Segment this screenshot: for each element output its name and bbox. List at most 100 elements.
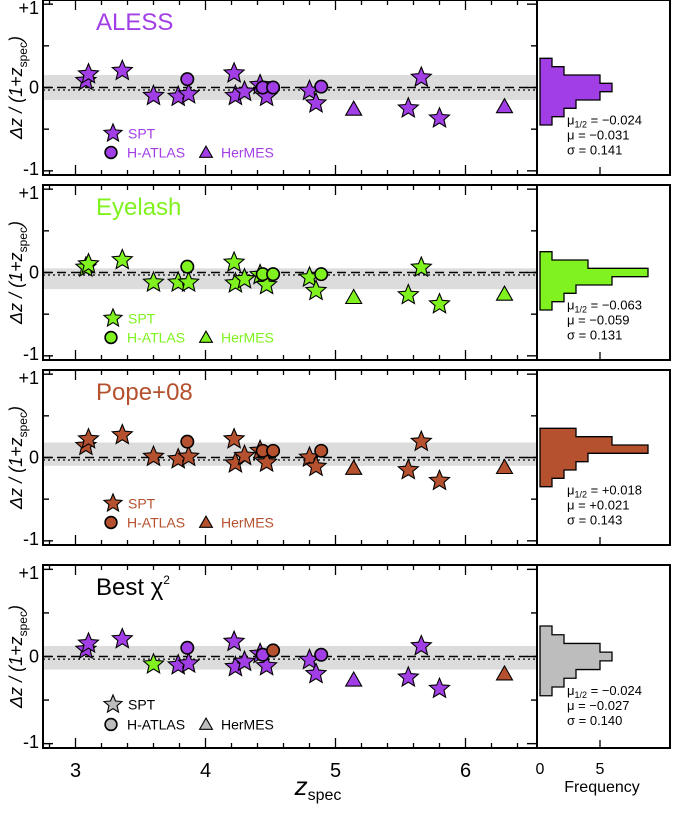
legend-hatlas-marker <box>104 717 118 732</box>
x-tick-label: 4 <box>200 760 211 782</box>
spt-point <box>142 83 165 106</box>
y-tick-label: +1 <box>18 368 39 388</box>
hermes-point <box>344 100 363 116</box>
legend-hatlas-marker <box>104 515 118 530</box>
legend-hatlas-label: H-ATLAS <box>127 716 185 732</box>
y-tick-label: 0 <box>29 263 39 283</box>
spt-point <box>177 444 200 467</box>
panel-1: +1 0 -1 ALESS SPT H-ATLAS HerMES μ1/2 = −0.024μ… <box>6 0 671 179</box>
spt-point <box>409 65 433 88</box>
h-atlas-point <box>180 259 195 274</box>
x-ticks <box>48 370 601 545</box>
stat-value: = +0.018 <box>587 483 642 498</box>
stat-mu: μ <box>567 483 575 498</box>
stat-mu: μ <box>567 113 575 128</box>
y-label-main: Δz / (1+z <box>6 437 26 510</box>
stat-line: μ = −0.031 <box>567 128 629 143</box>
y-label-close: ) <box>6 36 26 44</box>
y-tick-label: -1 <box>23 732 39 752</box>
x-tick-label: 3 <box>70 760 81 782</box>
histogram-bars <box>539 625 613 697</box>
y-label-close: ) <box>6 221 26 229</box>
spt-point <box>409 429 433 452</box>
spt-point <box>255 273 278 295</box>
spt-point <box>177 82 200 104</box>
panel-4: +1 0 -1 Best χ2 SPT H-ATLAS HerMES μ1/2 = −0.02… <box>6 563 671 752</box>
y-axis-label: Δz / (1+zspec) <box>6 36 30 140</box>
spt-point <box>222 61 246 83</box>
hist-tick-label-5: 5 <box>596 761 605 778</box>
spt-point <box>110 58 134 81</box>
legend-hatlas-label: H-ATLAS <box>127 330 185 346</box>
spt-point <box>222 250 246 273</box>
y-axis-label: Δz / (1+zspec) <box>6 221 30 325</box>
spt-point <box>428 468 451 491</box>
stat-line: σ = 0.131 <box>567 328 622 343</box>
spt-point <box>409 634 433 656</box>
h-atlas-point <box>314 647 329 662</box>
hermes-point <box>495 458 514 475</box>
h-atlas-point <box>266 643 281 658</box>
x-ticks <box>48 185 601 360</box>
spt-point <box>255 654 278 676</box>
y-ticks: +1 0 -1 <box>18 368 537 549</box>
panel-title: Pope+08 <box>96 379 193 406</box>
spt-point <box>77 252 100 274</box>
spt-point <box>110 627 134 649</box>
hermes-point <box>344 459 363 475</box>
markers <box>74 423 514 491</box>
y-tick-label: +1 <box>18 183 39 203</box>
stat-sub: 1/2 <box>575 120 588 130</box>
panel-2: +1 0 -1 Eyelash SPT H-ATLAS HerMES μ1/2 = −0.06… <box>6 183 671 364</box>
legend-hermes-marker <box>198 716 214 730</box>
spt-point <box>177 651 200 674</box>
stat-line: σ = 0.143 <box>567 513 622 528</box>
hist-x-axis-label: Frequency <box>564 779 640 796</box>
x-ticks <box>48 0 601 175</box>
stat-value: = −0.063 <box>587 298 642 313</box>
spt-point <box>233 79 256 102</box>
spt-point <box>396 96 420 118</box>
y-tick-label: +1 <box>18 563 39 583</box>
stat-line: μ = −0.027 <box>567 698 629 713</box>
spt-point <box>255 450 278 473</box>
legend: SPT H-ATLAS HerMES <box>102 307 274 346</box>
y-label-sub: spec <box>16 42 30 67</box>
spt-point <box>396 458 420 480</box>
histogram-bars <box>539 427 649 488</box>
h-atlas-point <box>180 72 195 87</box>
x-axis: 3 4 5 6 zspec <box>70 760 471 804</box>
y-label-close: ) <box>6 406 26 414</box>
scatter-band <box>43 646 537 670</box>
x-axis-label: zspec <box>294 771 342 804</box>
y-label-main: Δz / (1+z <box>6 252 26 325</box>
hermes-point <box>495 664 514 681</box>
stat-line: σ = 0.141 <box>567 143 622 158</box>
histogram-x-axis: 0 5 Frequency <box>536 761 640 796</box>
spt-point <box>304 661 328 684</box>
histogram <box>539 57 613 126</box>
spt-point <box>396 283 420 305</box>
scatter-band <box>43 442 537 466</box>
h-atlas-point <box>266 80 281 95</box>
x-axis-label-sub: spec <box>308 787 342 804</box>
legend-hermes-label: HerMES <box>221 145 274 161</box>
y-tick-label: 0 <box>29 448 39 468</box>
hermes-point <box>495 97 514 114</box>
spt-point <box>428 106 451 128</box>
hermes-point <box>495 285 514 301</box>
spt-point <box>233 443 256 466</box>
y-axis-label: Δz / (1+zspec) <box>6 605 30 709</box>
legend-hermes-label: HerMES <box>221 716 274 732</box>
stat-line: μ = +0.021 <box>567 498 629 513</box>
legend-spt-marker <box>102 122 124 143</box>
x-tick-labels: 3 4 5 6 <box>70 760 471 782</box>
legend-spt-marker <box>102 307 124 328</box>
legend-spt-label: SPT <box>128 310 156 326</box>
hermes-point <box>344 288 363 305</box>
legend-spt-label: SPT <box>128 495 156 511</box>
spt-point <box>304 91 328 113</box>
